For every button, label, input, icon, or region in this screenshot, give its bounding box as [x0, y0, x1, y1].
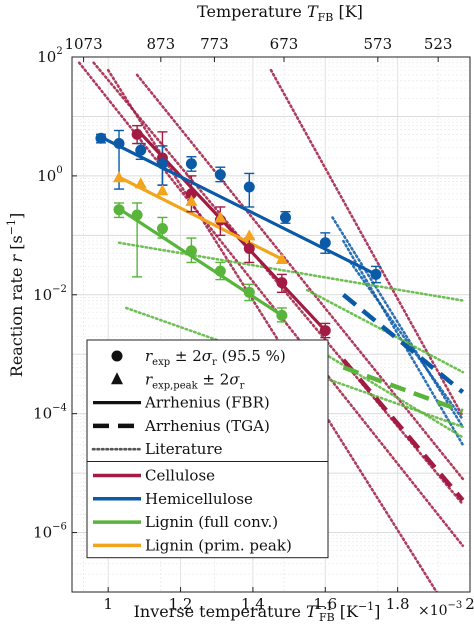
tga-lines [341, 293, 465, 502]
literature-line [331, 216, 465, 429]
data-point [319, 325, 331, 337]
top-axis-title: Temperature TFB [K] [197, 2, 363, 24]
x-axis-title: Inverse temperature T−1 FB [K−1] [134, 600, 381, 624]
literature-line [117, 241, 465, 302]
legend-label: Cellulose [145, 467, 215, 485]
x-tick-label: 2 [465, 595, 474, 613]
data-markers [95, 128, 382, 337]
literature-line [135, 73, 465, 481]
x-axis-exponent: ×10−3 [418, 600, 462, 619]
top-tick-label: 573 [363, 35, 392, 53]
data-point [214, 265, 226, 277]
data-point [135, 144, 147, 156]
y-tick-label: 10−6 [33, 522, 67, 542]
data-point-triangle [134, 177, 147, 189]
tga-line [341, 358, 465, 502]
x-tick-label: 1.8 [386, 595, 410, 613]
data-point [113, 138, 125, 150]
top-tick-label: 523 [424, 35, 453, 53]
legend-label: rexp,peak ± 2σr [145, 370, 245, 391]
data-point [370, 268, 382, 280]
legend-label: Hemicellulose [145, 490, 253, 508]
legend-triangle-icon [111, 372, 123, 385]
data-point [185, 158, 197, 170]
data-point-triangle [214, 211, 227, 223]
x-tick-label: 1 [103, 595, 113, 613]
y-tick-label: 102 [37, 46, 62, 66]
data-point [185, 188, 197, 200]
top-tick-label: 673 [270, 35, 299, 53]
error-bars [95, 124, 381, 339]
literature-line [124, 306, 465, 429]
data-point [131, 128, 143, 140]
data-point [214, 169, 226, 181]
data-point-triangle [243, 229, 256, 241]
fbr-lines [100, 128, 377, 332]
literature-line [349, 261, 465, 421]
fbr-line [135, 128, 327, 332]
data-point [279, 211, 291, 223]
data-point [243, 181, 255, 193]
top-tick-label: 773 [200, 35, 229, 53]
x-tick-label: 1.2 [169, 595, 193, 613]
legend-circle-icon [111, 350, 123, 362]
data-point [243, 286, 255, 298]
legend: rexp ± 2σr (95.5 %)rexp,peak ± 2σr Arrhen… [86, 339, 329, 559]
data-point-triangle [156, 184, 169, 196]
data-point [185, 245, 197, 257]
top-tick-label: 1073 [64, 35, 102, 53]
legend-label: Arrhenius (TGA) [144, 417, 270, 435]
top-tick-label: 873 [146, 35, 175, 53]
axis-ticks: 1 1.2 1.4 1.6 1.8 2 1073 873 773 673 573 523 10−6 10−… [33, 35, 474, 613]
data-point [243, 243, 255, 255]
x-tick-label: 1.4 [241, 595, 265, 613]
data-point-triangle [185, 194, 198, 206]
data-point-triangle [113, 171, 126, 183]
data-point [276, 309, 288, 321]
data-point-triangle [275, 252, 288, 264]
data-point [276, 277, 288, 289]
data-point [319, 237, 331, 249]
data-point [156, 158, 168, 170]
legend-label: Literature [145, 440, 223, 458]
legend-label: rexp ± 2σr (95.5 %) [145, 347, 286, 368]
data-point [113, 204, 125, 216]
literature-line [269, 68, 465, 418]
legend-label: Arrhenius (FBR) [144, 394, 270, 412]
legend-label: Lignin (prim. peak) [145, 536, 292, 554]
tga-line [341, 293, 465, 394]
tga-line [342, 365, 464, 414]
plot-frame [71, 56, 471, 593]
fbr-line [100, 135, 377, 276]
y-tick-label: 100 [37, 165, 62, 185]
y-axis-title: Reaction rate r [s−1] [5, 213, 26, 377]
data-point [156, 223, 168, 235]
x-tick-label: 1.6 [313, 595, 337, 613]
fbr-line [118, 207, 283, 317]
data-point [95, 132, 107, 144]
y-tick-label: 10−2 [33, 284, 67, 304]
y-tick-label: 10−4 [33, 403, 67, 423]
data-point [131, 209, 143, 221]
fbr-line [118, 175, 283, 261]
legend-label: Lignin (full conv.) [145, 513, 278, 531]
